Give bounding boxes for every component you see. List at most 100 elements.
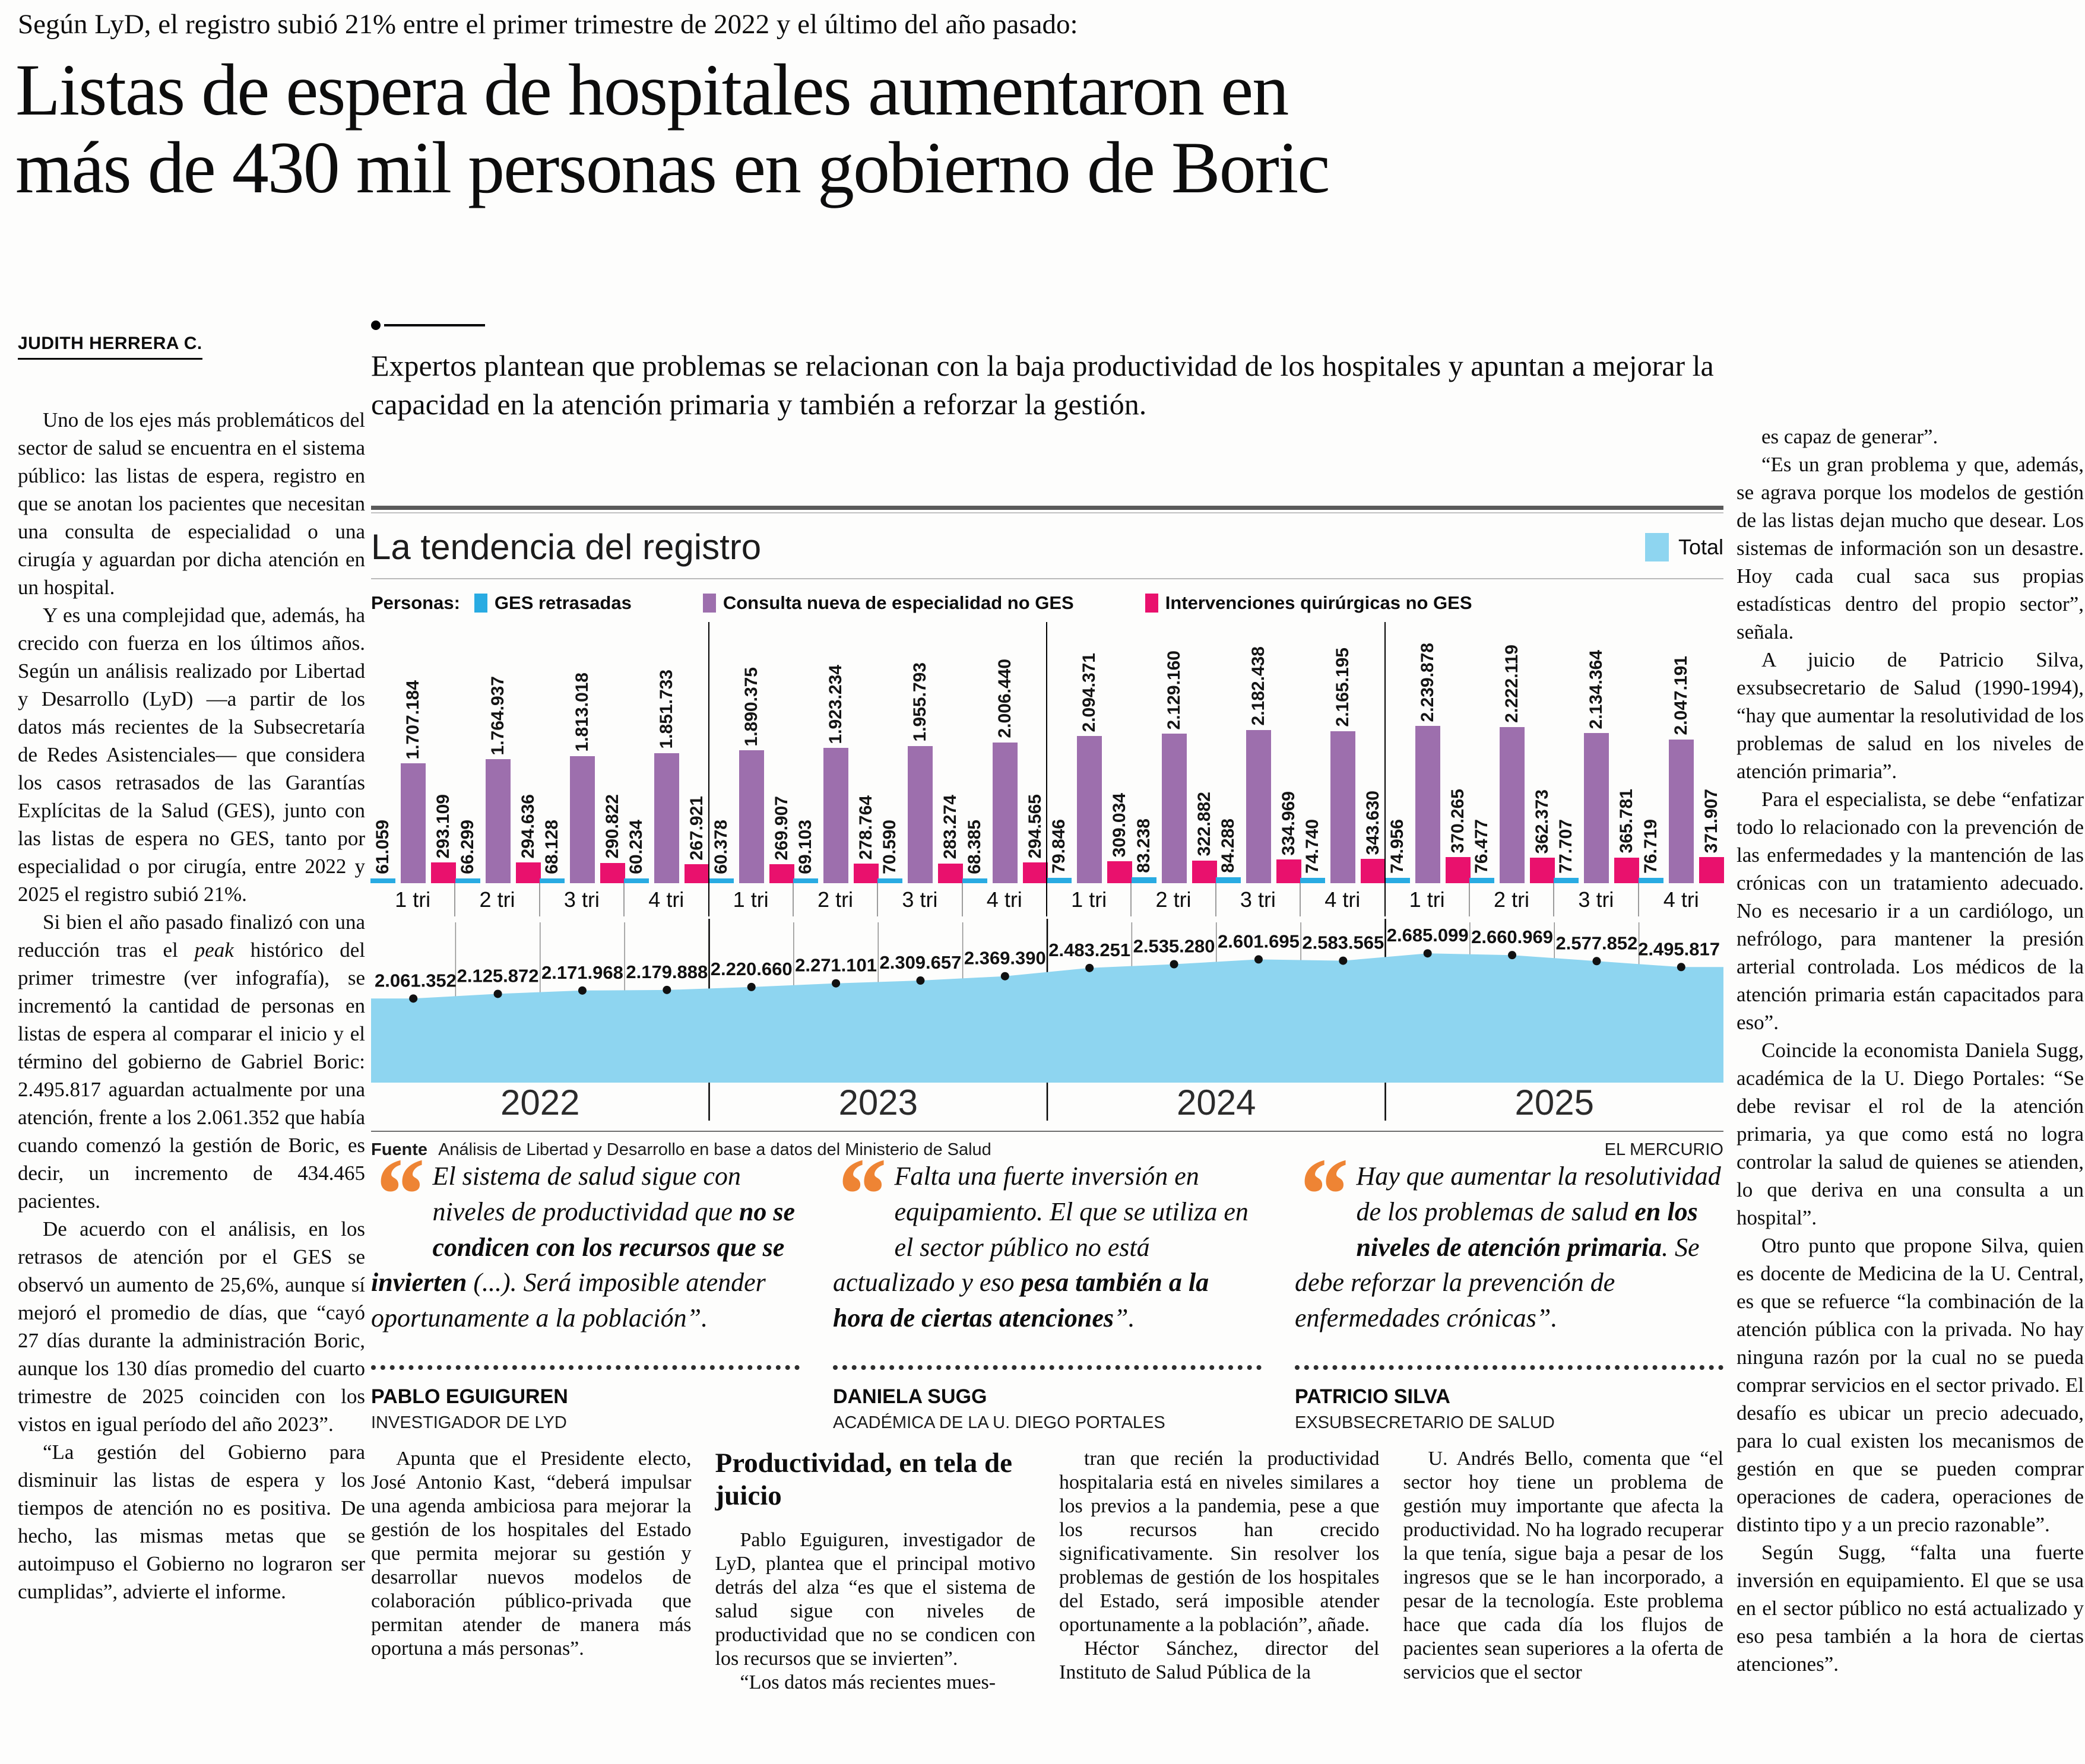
bar-value-label: 293.109 — [433, 794, 454, 859]
article-subtitle: Expertos plantean que problemas se relac… — [371, 349, 1714, 421]
chart-bottom-rule — [371, 1131, 1723, 1132]
bar-group: 77.707 2.134.364 365.781 — [1554, 622, 1640, 883]
bar-group: 83.238 2.129.160 322.882 — [1131, 622, 1217, 883]
article-paragraph: Pablo Eguiguren, investigador de LyD, pl… — [715, 1528, 1036, 1670]
bar-value-label: 1.851.733 — [657, 670, 677, 749]
bar-value-label: 283.274 — [940, 795, 961, 859]
article-paragraph: U. Andrés Bello, comenta que “el sector … — [1403, 1448, 1724, 1683]
bar-group: 74.740 2.165.195 343.630 — [1300, 622, 1386, 883]
bar — [455, 878, 480, 883]
svg-text:2.483.251: 2.483.251 — [1048, 940, 1130, 960]
svg-text:2.577.852: 2.577.852 — [1555, 932, 1637, 953]
legend-label: GES retrasadas — [494, 592, 632, 613]
quarter-tick-label: 4 tri — [963, 883, 1047, 916]
article-paragraph: “Es un gran problema y que, además, se a… — [1737, 453, 2084, 643]
bar — [769, 864, 794, 883]
article-paragraph: tran que recién la productividad hospita… — [1059, 1448, 1380, 1636]
article-paragraph: Y es una complejidad que, además, ha cre… — [18, 604, 365, 906]
bar-value-label: 267.921 — [687, 795, 707, 861]
bar-unit: 293.109 — [431, 622, 457, 883]
bar — [877, 878, 903, 883]
right-column-text: es capaz de generar”. “Es un gran problem… — [1737, 423, 2084, 1678]
chart-top-rule-thin — [371, 512, 1723, 513]
bar-unit: 2.047.191 — [1668, 622, 1694, 883]
bar — [1161, 734, 1187, 883]
bar-group: 76.719 2.047.191 371.907 — [1638, 622, 1724, 883]
total-legend-label: Total — [1678, 534, 1723, 559]
article-paragraph: Apunta que el Presidente electo, José An… — [371, 1448, 692, 1660]
bar-unit: 74.956 — [1384, 622, 1410, 883]
svg-text:2.061.352: 2.061.352 — [375, 970, 457, 991]
bar — [708, 878, 734, 883]
bar-value-label: 66.299 — [457, 820, 477, 874]
quote-icon: “ — [371, 1137, 423, 1252]
bar-value-label: 1.707.184 — [403, 680, 423, 760]
bar-value-label: 77.707 — [1556, 819, 1576, 874]
bar — [685, 864, 710, 883]
bar-unit: 1.923.234 — [823, 622, 849, 883]
bar — [793, 878, 819, 883]
bar — [1530, 858, 1555, 883]
quarter-tick-label: 1 tri — [709, 883, 794, 916]
bar-group: 60.378 1.890.375 269.907 — [708, 622, 794, 883]
bar-value-label: 1.923.234 — [826, 665, 846, 744]
bullet-icon — [371, 321, 381, 330]
bar-group: 70.590 1.955.793 283.274 — [877, 622, 964, 883]
bar-unit: 2.006.440 — [992, 622, 1018, 883]
legend-label: Consulta nueva de especialidad no GES — [723, 592, 1074, 613]
article-paragraph: De acuerdo con el análisis, en los retra… — [18, 1217, 365, 1436]
svg-text:2.179.888: 2.179.888 — [626, 962, 708, 982]
bar-value-label: 2.239.878 — [1417, 642, 1437, 722]
quote-text: “Falta una fuerte inversión en equipamie… — [833, 1137, 1249, 1333]
bar — [1668, 739, 1694, 883]
bar-value-label: 294.636 — [518, 794, 538, 859]
quote-author: PABLO EGUIGUREN — [371, 1385, 568, 1408]
bar-unit: 334.969 — [1276, 622, 1301, 883]
bar-unit: 76.719 — [1638, 622, 1663, 883]
quarter-tick-label: 3 tri — [1554, 883, 1639, 916]
bar-chart-area: 61.059 1.707.184 293.109 66.299 1.764.937 294… — [370, 622, 1724, 916]
bar-unit: 60.234 — [624, 622, 649, 883]
svg-text:2024: 2024 — [1177, 1083, 1256, 1122]
bar-unit: 365.781 — [1614, 622, 1640, 883]
article-paragraph: Coincide la economista Daniela Sugg, aca… — [1737, 1039, 2084, 1229]
article-paragraph: Si bien el año pasado finalizó con una r… — [18, 910, 365, 1213]
bar — [823, 748, 849, 883]
bottom-column-3: tran que recién la productividad hospita… — [1059, 1447, 1380, 1695]
bar — [1077, 736, 1102, 883]
bar — [1246, 729, 1271, 883]
chart-credit: EL MERCURIO — [1604, 1140, 1723, 1159]
subtitle-block: Expertos plantean que problemas se relac… — [371, 321, 1723, 424]
total-area-chart: 2.061.352 2.125.872 2.171.968 2.179.888 2.22… — [371, 919, 1723, 1122]
total-legend: Total — [1644, 532, 1723, 561]
bar-value-label: 76.719 — [1640, 819, 1661, 874]
bar-unit: 68.385 — [962, 622, 987, 883]
bar-group: 68.128 1.813.018 290.822 — [539, 622, 625, 883]
year-separator — [708, 622, 709, 916]
bar-value-label: 60.234 — [626, 820, 647, 874]
chart-source-row: Fuente Análisis de Libertad y Desarrollo … — [371, 1140, 1723, 1160]
bar-value-label: 2.006.440 — [994, 659, 1015, 738]
bar-unit: 74.740 — [1300, 622, 1326, 883]
bar-unit: 343.630 — [1361, 622, 1386, 883]
bar-group: 79.846 2.094.371 309.034 — [1047, 622, 1133, 883]
bar — [1361, 859, 1386, 883]
bar-value-label: 2.094.371 — [1079, 652, 1099, 732]
bottom-column-4: U. Andrés Bello, comenta que “el sector … — [1403, 1447, 1724, 1695]
bar — [938, 863, 964, 883]
bar-value-label: 2.165.195 — [1333, 648, 1353, 727]
bar — [600, 862, 625, 883]
bar — [1276, 859, 1301, 883]
bar — [1445, 857, 1471, 883]
quarter-tick-label: 3 tri — [878, 883, 963, 916]
bar — [431, 862, 457, 883]
bar-unit: 61.059 — [370, 622, 396, 883]
bar — [1614, 857, 1640, 883]
bar — [1215, 877, 1241, 883]
pull-quote: “El sistema de salud sigue con niveles d… — [371, 1137, 800, 1433]
bar-value-label: 70.590 — [880, 819, 900, 874]
legend-prefix: Personas: — [371, 592, 460, 613]
chart-divider — [371, 578, 1723, 579]
bar-value-label: 60.378 — [711, 820, 731, 874]
svg-text:2025: 2025 — [1515, 1083, 1594, 1122]
